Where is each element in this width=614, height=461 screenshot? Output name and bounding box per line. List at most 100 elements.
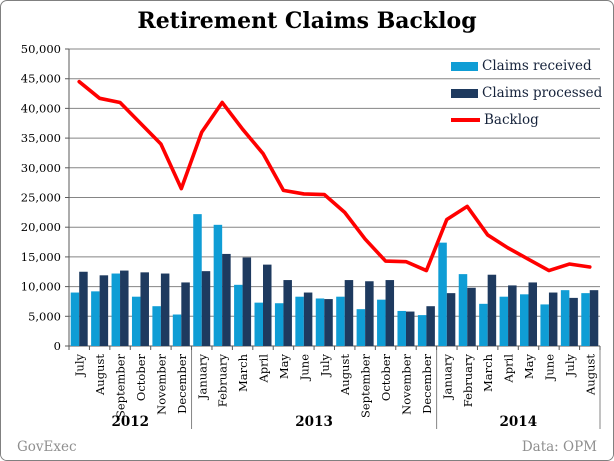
bar-claims-received — [111, 273, 121, 346]
bar-claims-processed — [528, 282, 538, 346]
bar-claims-received — [172, 314, 182, 346]
bar-claims-processed — [589, 290, 599, 346]
x-tick-label: June — [297, 354, 311, 381]
x-tick-label: September — [359, 354, 373, 419]
footer: GovExec Data: OPM — [1, 433, 613, 460]
x-tick-label: February — [216, 354, 230, 408]
year-label: 2014 — [500, 414, 538, 430]
bar-claims-processed — [140, 272, 149, 346]
x-tick-label: July — [318, 354, 332, 378]
bar-claims-processed — [181, 282, 190, 346]
x-tick-label: August — [583, 354, 597, 396]
bar-claims-received — [315, 298, 325, 346]
bar-claims-received — [274, 303, 284, 346]
y-tick-label: 30,000 — [21, 161, 61, 175]
bar-claims-processed — [508, 285, 517, 346]
bar-claims-processed — [201, 271, 211, 346]
bar-claims-processed — [99, 275, 109, 346]
source-attribution-left: GovExec — [17, 438, 77, 455]
bar-claims-received — [479, 303, 488, 346]
y-tick-label: 5,000 — [28, 309, 61, 323]
x-tick-label: December — [420, 353, 434, 413]
bar-claims-processed — [263, 264, 272, 346]
x-tick-label: December — [175, 353, 189, 413]
bar-claims-received — [560, 290, 570, 346]
bar-claims-processed — [160, 273, 170, 346]
legend-item-claims-processed: Claims processed — [451, 85, 603, 101]
bar-claims-received — [152, 306, 161, 346]
chart-plot: 0 5,000 10,000 15,000 20,000 25,000 30,000 35,0… — [21, 42, 601, 430]
bar-claims-received — [458, 274, 468, 346]
bar-claims-received — [438, 242, 447, 346]
bar-claims-processed — [446, 293, 456, 346]
year-label: 2012 — [111, 414, 149, 430]
legend-label: Claims processed — [482, 85, 603, 101]
bar-claims-received — [397, 310, 406, 346]
y-tick-label: 20,000 — [21, 220, 61, 234]
bar-claims-received — [336, 296, 345, 346]
bar-claims-received — [356, 309, 366, 346]
legend-label: Backlog — [484, 112, 539, 128]
bar-claims-received — [234, 284, 243, 346]
chart-title: Retirement Claims Backlog — [137, 8, 477, 34]
x-tick-label: July — [563, 354, 577, 378]
bar-claims-received — [581, 293, 590, 346]
bar-claims-received — [295, 296, 304, 346]
y-tick-label: 35,000 — [21, 131, 61, 145]
source-attribution-right: Data: OPM — [521, 438, 597, 455]
x-tick-label: January — [440, 354, 454, 401]
bar-claims-received — [131, 296, 141, 346]
legend-item-claims-received: Claims received — [451, 58, 602, 74]
claims-processed-swatch-icon — [451, 88, 478, 98]
x-tick-label: March — [481, 353, 495, 392]
bar-claims-processed — [548, 292, 558, 346]
bar-claims-processed — [283, 280, 292, 346]
bar-claims-received — [70, 292, 80, 346]
y-tick-label: 15,000 — [21, 250, 61, 264]
x-tick-label: September — [114, 354, 128, 419]
bar-claims-received — [520, 294, 529, 346]
y-tick-label: 45,000 — [21, 72, 61, 86]
x-tick-label: November — [154, 353, 168, 414]
bar-claims-processed — [426, 306, 435, 346]
bar-claims-processed — [79, 271, 88, 346]
legend-label: Claims received — [482, 58, 592, 74]
bar-claims-processed — [344, 280, 354, 346]
y-tick-label: 10,000 — [21, 280, 61, 294]
claims-received-swatch-icon — [451, 61, 478, 71]
x-tick-label: March — [236, 353, 250, 392]
x-tick-label: May — [277, 354, 291, 380]
backlog-line — [77, 79, 592, 273]
bar-claims-received — [213, 224, 223, 346]
bar-claims-received — [499, 296, 509, 346]
bar-claims-received — [377, 299, 386, 346]
x-tick-label: January — [195, 354, 209, 401]
y-tick-label: 50,000 — [21, 42, 61, 56]
bar-claims-processed — [569, 297, 578, 346]
x-tick-label: June — [542, 354, 556, 381]
bar-claims-received — [91, 291, 100, 346]
legend-item-backlog: Backlog — [451, 112, 602, 128]
bar-claims-processed — [405, 311, 415, 346]
bar-claims-received — [540, 304, 549, 346]
bar-claims-processed — [385, 280, 395, 346]
bar-claims-processed — [324, 299, 333, 346]
bar-claims-processed — [120, 270, 129, 346]
x-tick-label: July — [73, 354, 87, 378]
x-tick-label: February — [461, 354, 475, 408]
x-tick-label: May — [522, 354, 536, 380]
backlog-line-swatch-icon — [451, 118, 480, 122]
x-tick-label: April — [257, 354, 271, 384]
bar-claims-processed — [487, 274, 497, 346]
x-tick-label: August — [338, 354, 352, 396]
x-tick-label: November — [399, 353, 413, 414]
y-tick-label: 25,000 — [21, 191, 61, 205]
x-tick-label: April — [502, 354, 516, 384]
bar-claims-processed — [242, 257, 252, 346]
bar-claims-received — [417, 315, 427, 346]
y-tick-label: 40,000 — [21, 101, 61, 115]
bar-claims-processed — [222, 253, 231, 346]
year-label: 2013 — [295, 414, 333, 430]
x-tick-label: October — [379, 353, 393, 401]
